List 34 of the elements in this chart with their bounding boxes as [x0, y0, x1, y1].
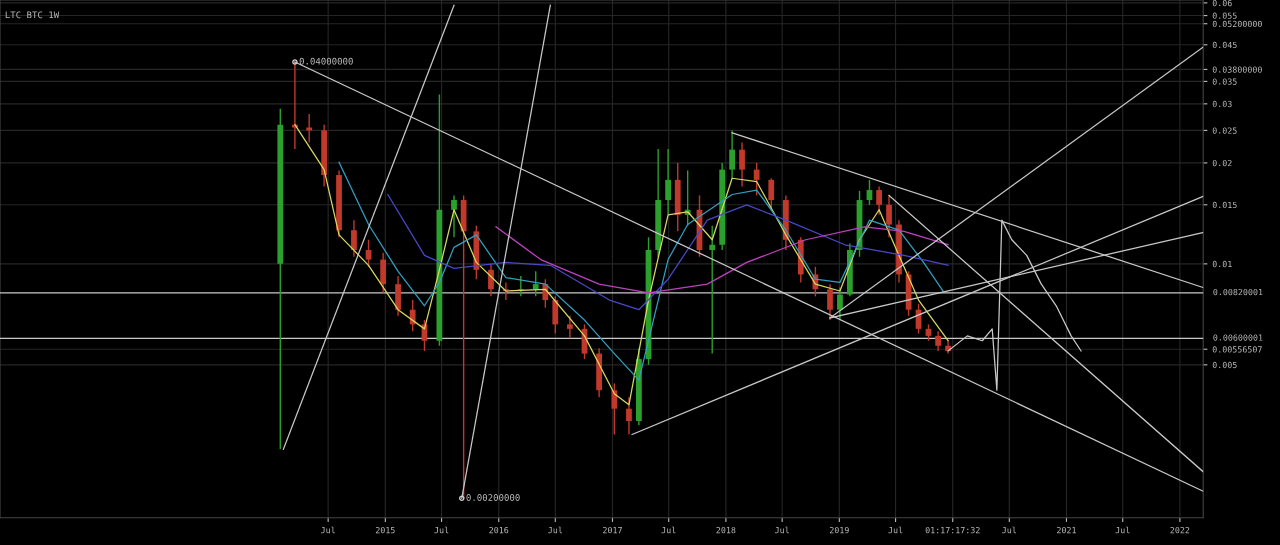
y-tick-label: 0.01	[1212, 260, 1232, 268]
y-tick-label: 0.035	[1212, 78, 1237, 85]
y-tick-label: 0.03800000	[1212, 66, 1262, 73]
y-tick-label: 0.00556507	[1212, 346, 1262, 353]
x-tick-label: 2019	[829, 526, 849, 534]
x-tick-label: Jul	[434, 526, 449, 534]
ref-line-label: 0.00600001	[1213, 334, 1263, 341]
y-tick-label: 0.05200000	[1212, 20, 1262, 28]
y-tick-label: 0.055	[1212, 12, 1237, 19]
x-tick-label: Jul	[548, 526, 563, 534]
y-tick-label: 0.045	[1212, 41, 1237, 49]
y-tick-label: 0.005	[1212, 361, 1237, 369]
x-tick-label: Jul	[775, 526, 789, 534]
y-tick-label: 0.015	[1212, 201, 1237, 209]
x-tick-label: 2022	[1170, 526, 1190, 534]
y-tick-label: 0.06	[1212, 0, 1232, 7]
x-tick-label: 2021	[1057, 526, 1076, 534]
annotation: 0.04000000	[299, 57, 353, 65]
x-tick-label: Jul	[888, 526, 903, 534]
y-tick-label: 0.025	[1212, 127, 1237, 134]
x-tick-label: 2017	[603, 526, 622, 534]
annotation: 0.00200000	[466, 494, 520, 501]
y-tick-label: 0.03	[1212, 100, 1232, 108]
x-tick-label: Jul	[1002, 526, 1017, 534]
x-tick-label: Jul	[661, 526, 676, 534]
x-tick-label: Jul	[1115, 526, 1130, 534]
y-tick-label: 0.02	[1212, 159, 1232, 167]
x-tick-label: 01:17:17:32	[925, 526, 980, 534]
text: LTC BTC 1W	[5, 11, 60, 19]
x-tick-label: 2016	[489, 526, 509, 534]
x-tick-label: 2015	[375, 526, 395, 534]
x-tick-label: 2018	[716, 526, 736, 534]
x-tick-label: Jul	[321, 526, 335, 534]
ref-line-label: 0.00820001	[1213, 288, 1263, 296]
